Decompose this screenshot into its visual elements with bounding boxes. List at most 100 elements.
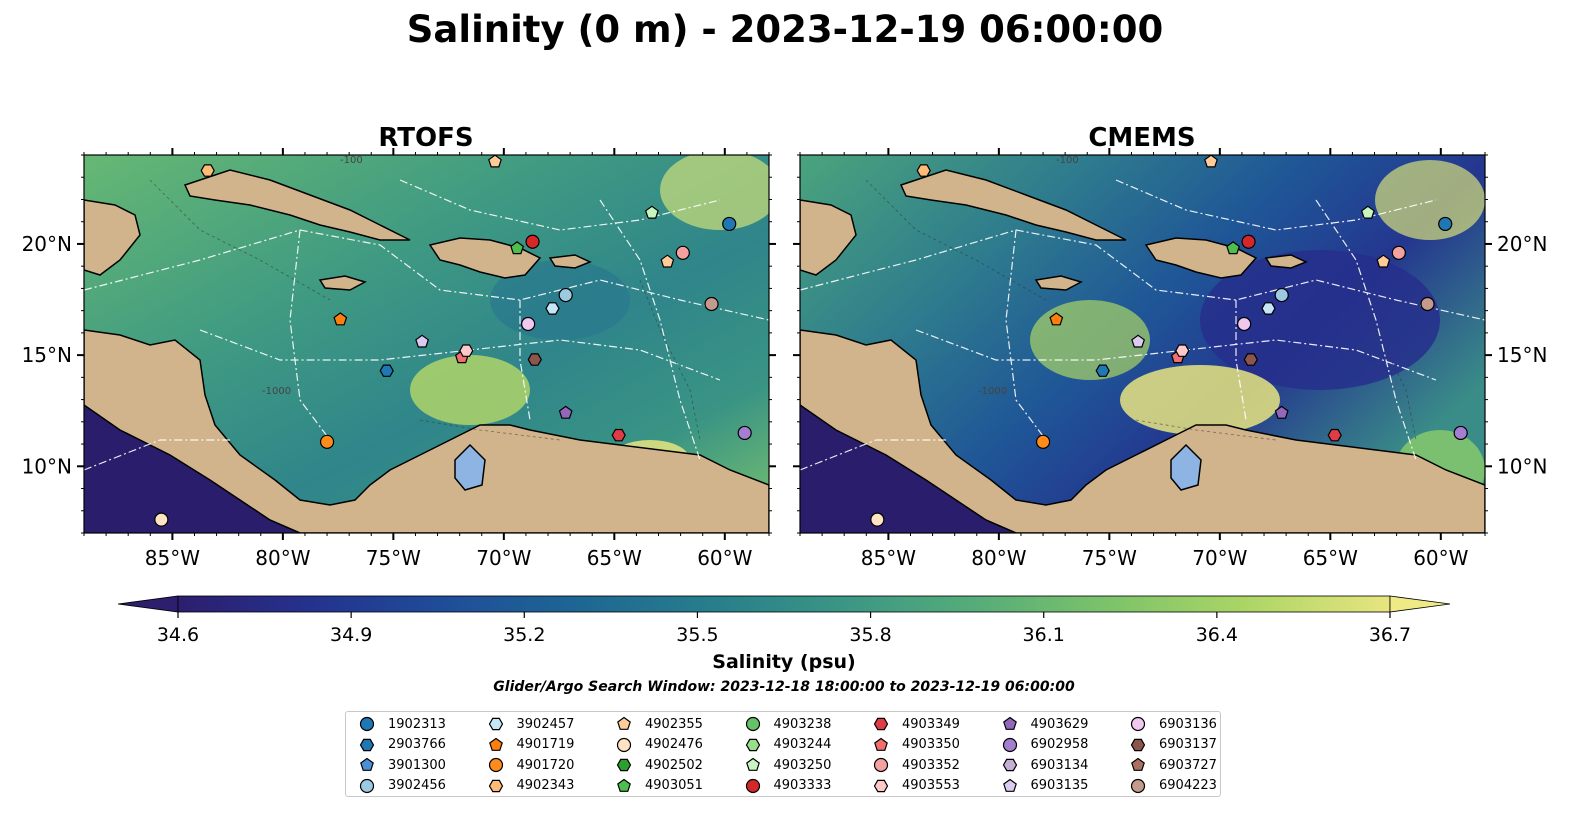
platform-marker: [558, 405, 573, 419]
legend-swatch: [745, 757, 760, 771]
platform-markers-rtofs: [154, 155, 752, 527]
platform-marker: [1274, 405, 1289, 419]
x-tick-label: 80°W: [255, 546, 310, 570]
pentagon-marker-icon: [1002, 716, 1017, 730]
legend-item: 6903137: [1129, 735, 1217, 755]
legend-item: 4903051: [615, 776, 703, 796]
platform-marker: [1035, 434, 1051, 449]
platform-marker: [545, 302, 560, 315]
pentagon-marker-icon: [617, 716, 631, 730]
legend-label: 6902958: [1030, 737, 1089, 752]
legend-label: 4902343: [516, 778, 575, 793]
salinity-patch: [410, 355, 530, 425]
platform-marker: [1175, 344, 1190, 357]
platform-marker: [1131, 334, 1146, 348]
contour-label: -1000: [262, 386, 291, 397]
axis-ticks-rtofs: 85°W 80°W 75°W 70°W 65°W 60°W 20°N 15°N 10°N: [22, 148, 776, 570]
circle-marker-icon: [359, 778, 375, 793]
legend-label: 2903766: [388, 737, 446, 752]
contour-label: -100: [1056, 155, 1079, 166]
legend-item: 4901720: [487, 755, 575, 775]
y-tick-label: 20°N: [1497, 232, 1547, 256]
colorbar-ticks: 34.6 34.9 35.2 35.5 35.8 36.1 36.4 36.7: [157, 612, 1411, 646]
legend-swatch: [359, 738, 375, 751]
legend-label: 6903134: [1030, 757, 1089, 773]
circle-marker-icon: [616, 737, 632, 752]
hexagon-marker-icon: [745, 738, 760, 751]
bathymetry-contours: [149, 179, 701, 441]
pentagon-marker-icon: [874, 737, 888, 751]
legend-item: 4903349: [872, 714, 960, 734]
panel-title: CMEMS: [1088, 123, 1195, 153]
platform-marker: [722, 216, 737, 232]
hexagon-marker-icon: [1130, 738, 1146, 751]
y-tick-label: 10°N: [22, 454, 72, 478]
legend-swatch: [360, 757, 374, 771]
x-tick-label: 80°W: [971, 546, 1026, 570]
pentagon-marker-icon: [1002, 778, 1017, 792]
legend-label: 6904223: [1159, 778, 1217, 793]
legend-item: 6903136: [1129, 714, 1217, 734]
legend-item: 6902958: [1001, 735, 1089, 755]
y-tick-label: 10°N: [1497, 454, 1547, 478]
x-tick-label: 85°W: [861, 546, 916, 570]
x-tick-label: 60°W: [697, 546, 752, 570]
legend-label: 4902355: [645, 716, 703, 732]
legend-swatch: [1002, 778, 1017, 792]
platform-marker: [1261, 302, 1276, 315]
legend-item: 1902313: [358, 714, 446, 734]
legend-item: 4903629: [1001, 714, 1088, 734]
platform-marker: [916, 164, 931, 177]
colorbar-tick-label: 34.6: [157, 624, 199, 646]
legend-item: 4902502: [615, 755, 703, 775]
axis-ticks-cmems: 85°W 80°W 75°W 70°W 65°W 60°W 20°N 15°N 10°N: [793, 148, 1547, 570]
platform-marker: [644, 205, 659, 219]
colorbar-tick-label: 36.7: [1369, 624, 1411, 646]
platform-marker: [737, 425, 752, 441]
platform-legend: 1902313 2903766 3901300 3902456 3902457 49017…: [345, 711, 1221, 797]
circle-marker-icon: [359, 716, 375, 732]
circle-marker-icon: [1130, 778, 1146, 793]
pentagon-marker-icon: [617, 778, 631, 792]
platform-marker: [1241, 234, 1256, 249]
platform-marker: [660, 254, 675, 268]
platform-marker: [510, 241, 525, 255]
platform-markers-cmems: [870, 155, 1468, 527]
platform-marker: [415, 334, 430, 348]
map-panel-cmems: CMEMS: [793, 123, 1547, 570]
platform-marker: [154, 512, 169, 527]
legend-label: 3902456: [388, 778, 446, 793]
search-window-note: Glider/Argo Search Window: 2023-12-18 18…: [493, 679, 1075, 695]
legend-label: 4903553: [902, 778, 960, 793]
legend-swatch: [1131, 757, 1145, 771]
legend-label: 4902502: [645, 757, 703, 773]
platform-marker: [1226, 241, 1241, 255]
legend-swatch: [1002, 716, 1017, 730]
circle-marker-icon: [1130, 716, 1146, 732]
legend-label: 4903333: [773, 778, 832, 793]
eez-boundaries: [84, 179, 769, 471]
legend-label: 6903136: [1159, 716, 1217, 732]
hexagon-marker-icon: [359, 738, 375, 751]
colorbar-label: Salinity (psu): [712, 651, 855, 673]
legend-label: 4901720: [516, 757, 575, 773]
colorbar-tick-label: 35.5: [676, 624, 718, 646]
map-panel-rtofs: RTOFS: [22, 123, 776, 570]
platform-marker: [1327, 428, 1342, 442]
legend-label: 4903350: [902, 737, 960, 752]
legend-swatch: [488, 779, 503, 792]
legend-swatch: [1130, 716, 1146, 732]
legend-item: 4902343: [487, 776, 575, 796]
legend-swatch: [745, 716, 760, 732]
hexagon-marker-icon: [873, 779, 889, 792]
legend-swatch: [617, 716, 631, 730]
legend-swatch: [359, 716, 375, 732]
pentagon-marker-icon: [360, 757, 374, 771]
legend-item: 4903553: [872, 776, 960, 796]
platform-marker: [319, 434, 335, 449]
platform-marker: [1243, 353, 1258, 366]
platform-marker: [1360, 205, 1375, 219]
hexagon-marker-icon: [488, 779, 503, 792]
legend-swatch: [873, 757, 889, 773]
